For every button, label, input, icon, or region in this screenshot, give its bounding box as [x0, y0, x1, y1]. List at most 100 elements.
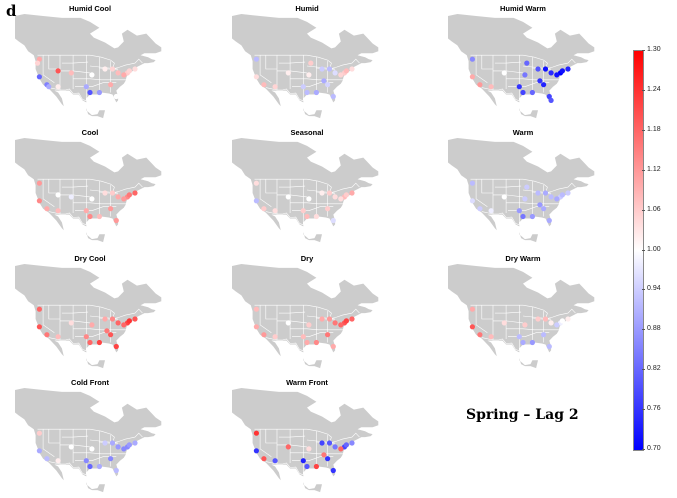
city-point	[319, 440, 325, 446]
season-lag-caption: Spring – Lag 2	[466, 407, 579, 423]
city-point	[330, 343, 336, 350]
state-border	[290, 328, 344, 331]
city-point	[253, 74, 259, 80]
city-point	[524, 60, 530, 66]
city-point	[332, 320, 338, 326]
city-point	[338, 72, 344, 78]
city-point	[542, 190, 549, 196]
north-america-map	[448, 138, 595, 243]
city-point	[55, 84, 61, 90]
city-point	[89, 446, 95, 452]
city-point	[520, 339, 526, 346]
state-border	[493, 70, 524, 74]
state-border	[290, 452, 344, 455]
city-point	[36, 306, 42, 312]
city-point	[36, 324, 42, 330]
land-mass	[232, 388, 379, 493]
city-point	[113, 467, 119, 474]
city-point	[272, 84, 278, 90]
city-point	[253, 324, 259, 330]
city-point	[326, 66, 333, 72]
state-border	[42, 429, 55, 457]
city-point	[477, 332, 483, 338]
city-point	[546, 217, 552, 224]
city-point	[89, 196, 95, 202]
city-point	[272, 208, 278, 214]
city-point	[109, 316, 116, 322]
city-point	[548, 194, 554, 200]
city-point	[115, 70, 121, 76]
colorbar-tick-label: 1.30	[647, 46, 661, 53]
state-border	[265, 305, 277, 320]
city-point	[542, 316, 549, 322]
city-point	[330, 467, 336, 474]
city-point	[325, 82, 331, 88]
city-point	[55, 334, 61, 340]
city-point	[121, 446, 127, 452]
land-mass	[15, 388, 162, 493]
city-point	[554, 72, 560, 78]
state-border	[60, 194, 91, 198]
state-border	[73, 435, 89, 438]
city-point	[349, 440, 355, 446]
map-title: Cold Front	[71, 378, 109, 387]
colorbar-tick-label: 0.94	[647, 285, 661, 293]
state-border	[475, 305, 488, 333]
city-point	[469, 306, 475, 312]
land-mass	[15, 14, 162, 119]
city-point	[253, 180, 259, 186]
city-point	[338, 322, 344, 328]
colorbar-tick-label: 1.06	[647, 205, 661, 213]
city-point	[109, 190, 116, 196]
state-border	[73, 61, 89, 64]
map-panel-cold-front: Cold Front	[15, 378, 165, 496]
state-border	[73, 78, 127, 81]
city-point	[113, 343, 119, 350]
city-point	[304, 339, 310, 346]
map-panel-dry-warm: Dry Warm	[448, 254, 598, 372]
colorbar-tick-mark	[642, 169, 645, 171]
city-point	[326, 316, 333, 322]
city-point	[272, 334, 278, 340]
city-point	[55, 68, 61, 74]
city-point	[285, 444, 291, 450]
state-border	[290, 78, 344, 81]
city-point	[68, 194, 74, 200]
state-border	[265, 87, 304, 102]
city-point	[68, 70, 74, 76]
state-border	[265, 337, 304, 352]
city-point	[36, 430, 42, 436]
city-point	[44, 206, 50, 212]
city-point	[332, 444, 338, 450]
state-border	[60, 70, 91, 74]
state-border	[290, 61, 306, 64]
state-border	[60, 444, 91, 448]
state-border	[277, 194, 308, 198]
land-mass	[15, 264, 162, 369]
city-point	[516, 84, 522, 90]
state-border	[290, 202, 344, 205]
colorbar-tick-mark	[642, 89, 645, 91]
state-border	[48, 87, 87, 102]
city-point	[516, 334, 522, 340]
land-mass	[232, 138, 379, 243]
city-point	[313, 89, 319, 96]
state-border	[48, 337, 87, 352]
state-border	[481, 87, 520, 102]
colorbar-tick-label: 0.76	[647, 405, 661, 413]
state-border	[42, 305, 55, 333]
state-border	[42, 179, 55, 207]
state-border	[506, 78, 560, 81]
city-point	[132, 316, 138, 322]
city-point	[68, 444, 74, 450]
city-point	[542, 66, 549, 72]
north-america-map	[232, 14, 379, 119]
state-border	[259, 305, 272, 333]
city-point	[548, 320, 554, 326]
state-border	[73, 452, 127, 455]
map-title: Dry Cool	[74, 254, 106, 263]
city-point	[109, 440, 116, 446]
city-point	[313, 339, 319, 346]
city-point	[524, 184, 530, 190]
north-america-map	[15, 264, 162, 369]
